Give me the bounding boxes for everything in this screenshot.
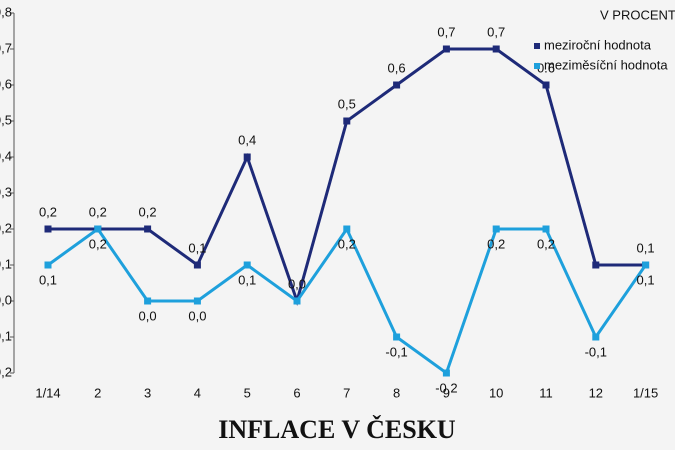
value-label: -0,1 [585,344,607,359]
x-tick-label: 10 [489,385,503,400]
y-tick-label: 0,6 [0,76,12,91]
y-tick-label: 0,5 [0,112,12,127]
y-tick-label: 0,4 [0,148,12,163]
value-label: 0,1 [637,240,655,255]
value-label: 0,0 [288,276,306,291]
value-label: 0,1 [39,272,57,287]
point [542,225,550,233]
point [642,261,650,269]
point [44,225,52,233]
point [442,369,450,377]
value-label: 0,2 [338,236,356,251]
point [442,45,450,53]
x-tick-label: 11 [539,385,553,400]
value-label: 0,1 [238,272,256,287]
point [144,225,152,233]
value-label: 0,2 [139,204,157,219]
point [592,333,600,341]
value-label: 0,4 [238,132,256,147]
value-label: 0,1 [637,272,655,287]
point [592,261,600,269]
value-label: 0,2 [39,204,57,219]
value-label: 0.6 [537,60,555,75]
legend-label: meziroční hodnota [544,37,652,52]
point [393,333,401,341]
x-tick-label: 1/15 [633,385,658,400]
point [193,297,201,305]
x-tick-label: 3 [144,385,151,400]
x-tick-label: 6 [293,385,300,400]
value-label: 0,1 [188,240,206,255]
value-label: 0,5 [338,96,356,111]
chart-title: INFLACE V ČESKU [218,415,456,444]
x-tick-label: 8 [393,385,400,400]
x-tick-label: 5 [244,385,251,400]
x-tick-label: 4 [194,385,201,400]
value-label: 0,7 [437,24,455,39]
point [243,153,251,161]
point [343,117,351,125]
value-label: 0,6 [388,60,406,75]
point [144,297,152,305]
value-label: 0,2 [487,236,505,251]
x-tick-label: 7 [343,385,350,400]
value-label: 0,0 [139,308,157,323]
value-label: -0,2 [435,380,457,395]
x-tick-label: 12 [589,385,603,400]
subtitle: V PROCENTECH [600,7,675,22]
point [492,45,500,53]
y-tick-label: 0,0 [0,292,12,307]
point [542,81,550,89]
x-tick-label: 1/14 [35,385,60,400]
legend-label: meziměsíční hodnota [544,57,668,72]
y-tick-label: 0,8 [0,4,12,19]
value-label: -0,1 [385,344,407,359]
point [492,225,500,233]
value-label: 0,0 [188,308,206,323]
point [393,81,401,89]
point [94,225,102,233]
y-tick-label: 0,7 [0,40,12,55]
value-label: 0,2 [537,236,555,251]
point [243,261,251,269]
y-tick-label: 0,2 [0,220,12,235]
x-tick-label: 2 [94,385,101,400]
y-tick-label: 0,3 [0,184,12,199]
value-label: 0,7 [487,24,505,39]
legend-marker [534,43,540,49]
y-tick-label: -0,1 [0,328,12,343]
point [193,261,201,269]
y-tick-label: 0,1 [0,256,12,271]
value-label: 0,2 [89,236,107,251]
value-label: 0,2 [89,204,107,219]
point [44,261,52,269]
x-tick-label: 9 [443,385,450,400]
y-tick-label: -0,2 [0,364,12,379]
point [343,225,351,233]
point [293,297,301,305]
legend-marker [534,63,540,69]
